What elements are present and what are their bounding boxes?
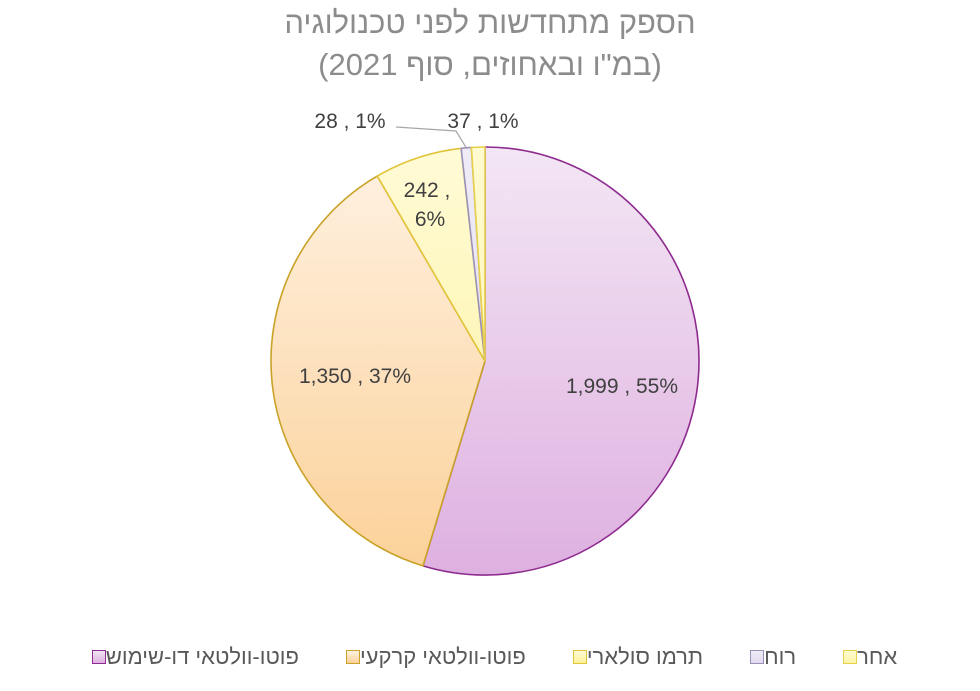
chart-title: הספק מתחדשות לפני טכנולוגיה (במ"ו ובאחוז… <box>0 2 980 86</box>
data-label-1: 1,999 , 55% <box>566 375 678 398</box>
legend-swatch-4 <box>750 650 765 664</box>
data-label-5: 37 , 1% <box>447 110 518 133</box>
legend-item-3: תרמו סולארי <box>564 644 703 670</box>
pie-slice-1 <box>422 146 700 576</box>
legend-label-5: אחר <box>857 644 898 669</box>
data-label-2: 1,350 , 37% <box>299 365 411 388</box>
legend-item-4: רוח <box>741 644 796 670</box>
data-label-3-line-1: 242 , <box>404 179 451 202</box>
data-label-4: 28 , 1% <box>314 110 385 133</box>
legend-item-1: פוטו-וולטאי דו-שימוש <box>83 644 299 670</box>
chart-title-line-2: (במ"ו ובאחוזים, סוף 2021) <box>318 47 662 82</box>
chart-title-line-1: הספק מתחדשות לפני טכנולוגיה <box>284 5 696 40</box>
legend-label-1: פוטו-וולטאי דו-שימוש <box>105 644 299 669</box>
legend-label-2: פוטו-וולטאי קרקעי <box>359 644 526 669</box>
leader-line-4 <box>395 126 467 149</box>
chart-legend: פוטו-וולטאי דו-שימוש פוטו-וולטאי קרקעי תרמ… <box>0 640 980 674</box>
pie-slice-5 <box>470 146 486 362</box>
legend-label-3: תרמו סולארי <box>586 644 704 669</box>
legend-swatch-2 <box>345 650 360 664</box>
legend-swatch-5 <box>843 650 858 664</box>
pie-chart: 1,999 , 55% 1,350 , 37% 242 , 6% 28 , 1% 37 ,… <box>270 110 700 576</box>
legend-item-5: אחר <box>834 644 897 670</box>
legend-item-2: פוטו-וולטאי קרקעי <box>337 644 526 670</box>
data-label-3-line-2: 6% <box>415 208 445 231</box>
pie-slice-2 <box>270 175 486 567</box>
legend-swatch-3 <box>572 650 587 664</box>
legend-swatch-1 <box>91 650 106 664</box>
legend-label-4: רוח <box>764 644 797 669</box>
